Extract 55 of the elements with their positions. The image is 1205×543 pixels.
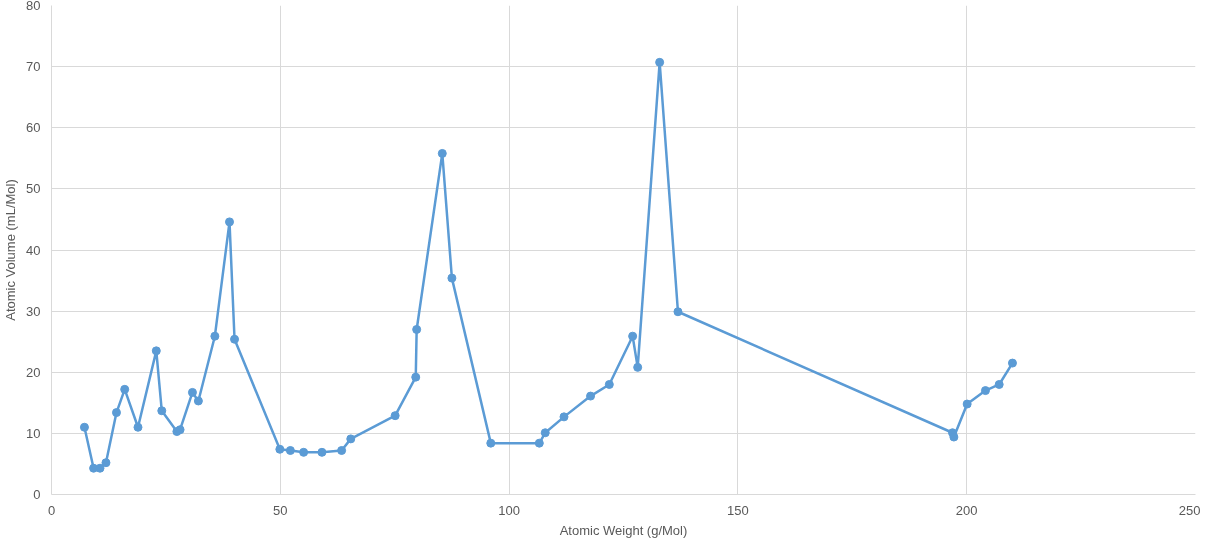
point bbox=[633, 362, 643, 372]
point bbox=[95, 463, 105, 473]
y-axis-title: Atomic Volume (mL/Mol) bbox=[3, 179, 19, 321]
y-tick-label: 60 bbox=[26, 120, 41, 136]
point bbox=[1007, 358, 1017, 368]
point bbox=[337, 446, 347, 455]
point bbox=[534, 438, 544, 448]
point bbox=[586, 391, 596, 401]
y-tick-label: 70 bbox=[26, 59, 41, 75]
x-tick-label: 50 bbox=[273, 502, 288, 518]
point bbox=[559, 412, 569, 422]
point bbox=[962, 399, 972, 409]
y-tick-label: 30 bbox=[26, 303, 41, 319]
point bbox=[604, 379, 614, 389]
point bbox=[412, 324, 422, 334]
point bbox=[317, 447, 327, 457]
x-tick-label: 0 bbox=[47, 502, 56, 518]
x-tick-label: 250 bbox=[1178, 502, 1201, 518]
point bbox=[151, 346, 161, 356]
point bbox=[673, 307, 683, 317]
point bbox=[187, 387, 197, 397]
point bbox=[275, 444, 285, 454]
y-tick-label: 20 bbox=[26, 364, 41, 380]
point bbox=[346, 434, 356, 444]
point bbox=[157, 406, 167, 416]
point bbox=[225, 217, 235, 227]
x-tick-label: 100 bbox=[498, 502, 520, 518]
point bbox=[980, 386, 990, 396]
x-tick-label: 200 bbox=[955, 502, 978, 518]
point bbox=[447, 273, 457, 283]
point bbox=[437, 148, 447, 158]
y-tick-label: 40 bbox=[26, 242, 41, 258]
point bbox=[655, 57, 665, 67]
point bbox=[230, 334, 240, 344]
point bbox=[486, 438, 496, 448]
point bbox=[628, 331, 638, 341]
point bbox=[101, 458, 111, 468]
point bbox=[285, 446, 295, 455]
point bbox=[540, 428, 550, 438]
point bbox=[133, 422, 143, 432]
point bbox=[390, 411, 400, 421]
x-tick-label: 150 bbox=[727, 502, 749, 518]
y-tick-label: 0 bbox=[33, 487, 41, 502]
point bbox=[120, 384, 130, 394]
point bbox=[210, 331, 220, 341]
point bbox=[79, 422, 89, 432]
point bbox=[111, 408, 121, 418]
point bbox=[299, 447, 309, 457]
point bbox=[994, 379, 1004, 389]
y-tick-label: 50 bbox=[26, 181, 41, 197]
y-tick-label: 10 bbox=[26, 425, 41, 441]
y-tick-label: 80 bbox=[26, 0, 41, 13]
point bbox=[193, 396, 203, 406]
point bbox=[411, 372, 421, 382]
x-axis-title: Atomic Weight (g/Mol) bbox=[559, 522, 688, 538]
